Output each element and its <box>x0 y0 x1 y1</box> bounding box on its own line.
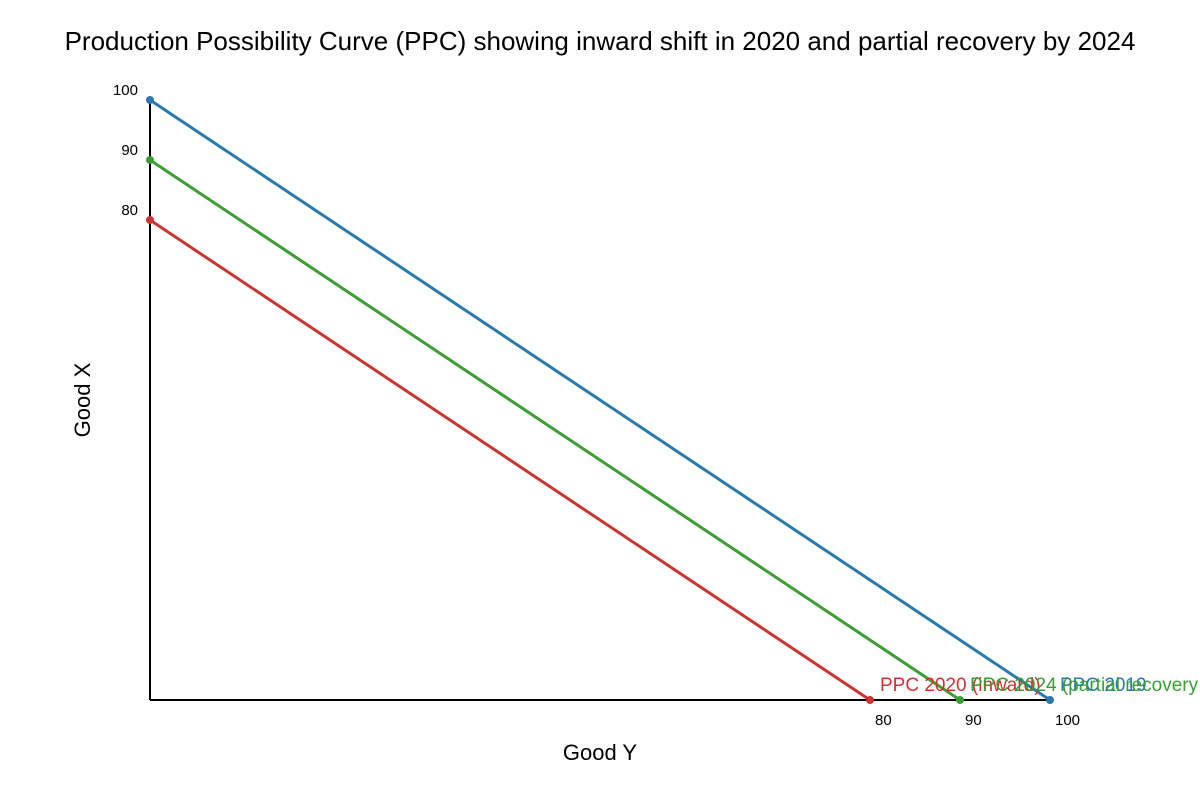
ticks-layer: 80 90 100 80 90 100 <box>113 82 1080 729</box>
data-point-ppc-2020-inward-0 <box>146 216 154 224</box>
data-point-ppc-2019-0 <box>146 96 154 104</box>
x-axis-label: Good Y <box>563 740 638 765</box>
y-tick-label-100: 100 <box>113 82 138 99</box>
series-label-ppc-2019: PPC 2019 <box>1060 675 1147 696</box>
data-point-ppc-2024-partial-recovery-1 <box>956 696 964 704</box>
series-label-ppc-2024-partial-recovery: PPC 2024 (partial recovery <box>970 675 1199 696</box>
y-tick-label-90: 90 <box>121 142 138 159</box>
x-tick-label-90: 90 <box>965 712 982 729</box>
data-point-ppc-2019-1 <box>1046 696 1054 704</box>
x-tick-label-100: 100 <box>1055 712 1080 729</box>
series-line-ppc-2020-inward <box>149 218 871 702</box>
plot-area <box>149 100 1050 701</box>
series-line-ppc-2019 <box>149 98 1051 702</box>
series-labels-layer: PPC 2019 PPC 2020 (inward)PPC 2024 (parti… <box>880 675 1199 696</box>
series-line-ppc-2024-partial-recovery <box>149 158 961 702</box>
x-tick-label-80: 80 <box>875 712 892 729</box>
series-label-ppc-2020-inward: PPC 2020 (inward) <box>880 675 1041 696</box>
y-tick-label-80: 80 <box>121 202 138 219</box>
data-point-ppc-2020-inward-1 <box>866 696 874 704</box>
chart-title: Production Possibility Curve (PPC) showi… <box>65 26 1136 56</box>
series-layer <box>146 96 1054 704</box>
y-axis-label: Good X <box>70 362 95 437</box>
data-point-ppc-2024-partial-recovery-0 <box>146 156 154 164</box>
